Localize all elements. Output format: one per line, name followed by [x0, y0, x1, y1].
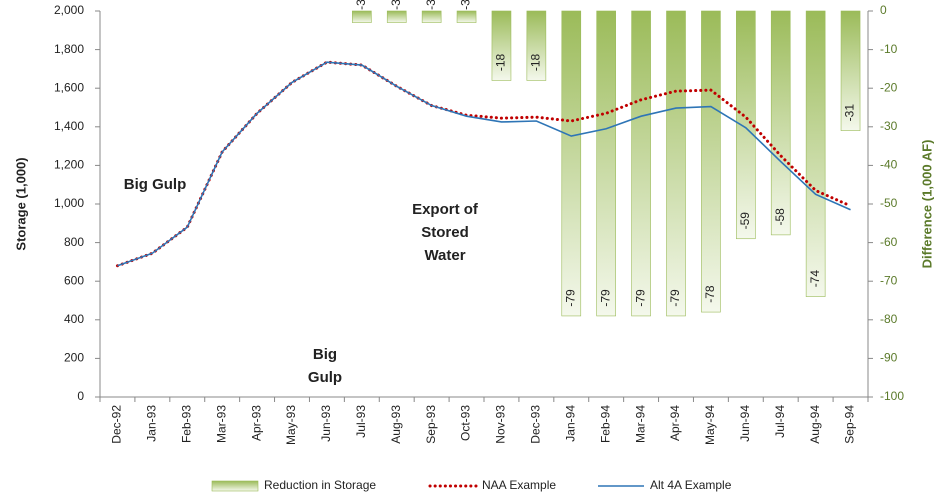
legend-label: Alt 4A Example — [650, 478, 732, 492]
x-tick-label: Apr-94 — [668, 405, 682, 441]
bar — [491, 10, 512, 81]
x-tick-label: Dec-93 — [529, 405, 543, 444]
y2-tick-label: -40 — [880, 158, 898, 172]
x-tick-label: Mar-94 — [633, 405, 647, 443]
x-tick-label: Jan-93 — [145, 405, 159, 442]
bar-value-label: -79 — [668, 289, 682, 307]
bar-value-label: -79 — [563, 289, 577, 307]
x-tick-label: Dec-92 — [110, 405, 124, 444]
x-tick-label: Aug-93 — [389, 405, 403, 444]
y-tick-label: 1,000 — [54, 196, 84, 210]
y2-tick-label: -50 — [880, 196, 898, 210]
y2-tick-label: -100 — [880, 389, 904, 403]
bar — [631, 10, 651, 317]
bar — [596, 10, 616, 317]
bar — [421, 10, 442, 23]
y-tick-label: 400 — [64, 312, 84, 326]
y-axis-title: Storage (1,000) — [13, 157, 28, 250]
y2-tick-label: -90 — [880, 351, 898, 365]
bar — [736, 10, 756, 240]
line — [117, 61, 851, 267]
annotation: Big Gulp — [124, 176, 187, 193]
bar-value-label: -3 — [354, 0, 368, 10]
y2-axis-title: Difference (1,000 AF) — [919, 140, 934, 269]
x-tick-label: Feb-94 — [598, 405, 612, 443]
bar — [770, 10, 791, 236]
annotation: Export of — [412, 201, 479, 218]
x-tick-label: Feb-93 — [179, 405, 193, 443]
bar-value-label: -58 — [773, 208, 787, 226]
y-tick-label: 1,200 — [54, 158, 84, 172]
x-tick-label: Jan-94 — [563, 405, 577, 442]
y2-tick-label: -70 — [880, 273, 898, 287]
y-tick-label: 1,800 — [54, 42, 84, 56]
y-tick-label: 0 — [77, 389, 84, 403]
bar — [386, 10, 407, 23]
bar-value-label: -59 — [738, 212, 752, 230]
x-tick-label: May-94 — [703, 405, 717, 445]
x-tick-label: Sep-94 — [843, 405, 857, 444]
bar — [352, 10, 372, 23]
annotation: Gulp — [308, 369, 342, 386]
bar-value-label: -18 — [494, 53, 508, 71]
legend-label: NAA Example — [482, 478, 556, 492]
bar-value-label: -78 — [703, 285, 717, 303]
y-tick-label: 1,600 — [54, 80, 84, 94]
x-tick-label: Jun-94 — [738, 405, 752, 442]
x-tick-label: Sep-93 — [424, 405, 438, 444]
annotation: Water — [424, 247, 465, 264]
y-tick-label: 2,000 — [54, 3, 84, 17]
bar-value-label: -3 — [389, 0, 403, 10]
bar-value-label: -3 — [459, 0, 473, 10]
legend-label: Reduction in Storage — [264, 478, 376, 492]
y-tick-label: 200 — [64, 351, 84, 365]
y-tick-label: 1,400 — [54, 119, 84, 133]
y2-tick-label: -30 — [880, 119, 898, 133]
x-tick-label: May-93 — [284, 405, 298, 445]
legend-swatch — [211, 480, 259, 492]
bar — [840, 10, 861, 131]
bar — [561, 10, 582, 317]
y-tick-label: 800 — [64, 235, 84, 249]
x-tick-label: Jun-93 — [319, 405, 333, 442]
annotation: Stored — [421, 224, 469, 241]
bar-value-label: -74 — [808, 270, 822, 288]
bar-value-label: -79 — [633, 289, 647, 307]
bar-value-label: -31 — [843, 104, 857, 122]
x-tick-label: Jul-93 — [354, 405, 368, 438]
y2-tick-label: -20 — [880, 80, 898, 94]
bar — [701, 10, 721, 313]
y2-tick-label: -60 — [880, 235, 898, 249]
bar-value-label: -18 — [529, 53, 543, 71]
x-tick-label: Mar-93 — [214, 405, 228, 443]
x-tick-label: Aug-94 — [808, 405, 822, 444]
bar — [805, 10, 826, 297]
y-tick-label: 600 — [64, 273, 84, 287]
x-tick-label: Apr-93 — [249, 405, 263, 441]
bar — [666, 10, 686, 317]
bar — [526, 10, 547, 81]
x-tick-label: Nov-93 — [494, 405, 508, 444]
annotation: Big — [313, 346, 337, 363]
x-tick-label: Jul-94 — [773, 405, 787, 438]
y2-tick-label: 0 — [880, 3, 887, 17]
y2-tick-label: -80 — [880, 312, 898, 326]
y2-tick-label: -10 — [880, 42, 898, 56]
bar-value-label: -3 — [424, 0, 438, 10]
x-tick-label: Oct-93 — [459, 405, 473, 441]
bar — [456, 10, 477, 23]
bar-value-label: -79 — [598, 289, 612, 307]
